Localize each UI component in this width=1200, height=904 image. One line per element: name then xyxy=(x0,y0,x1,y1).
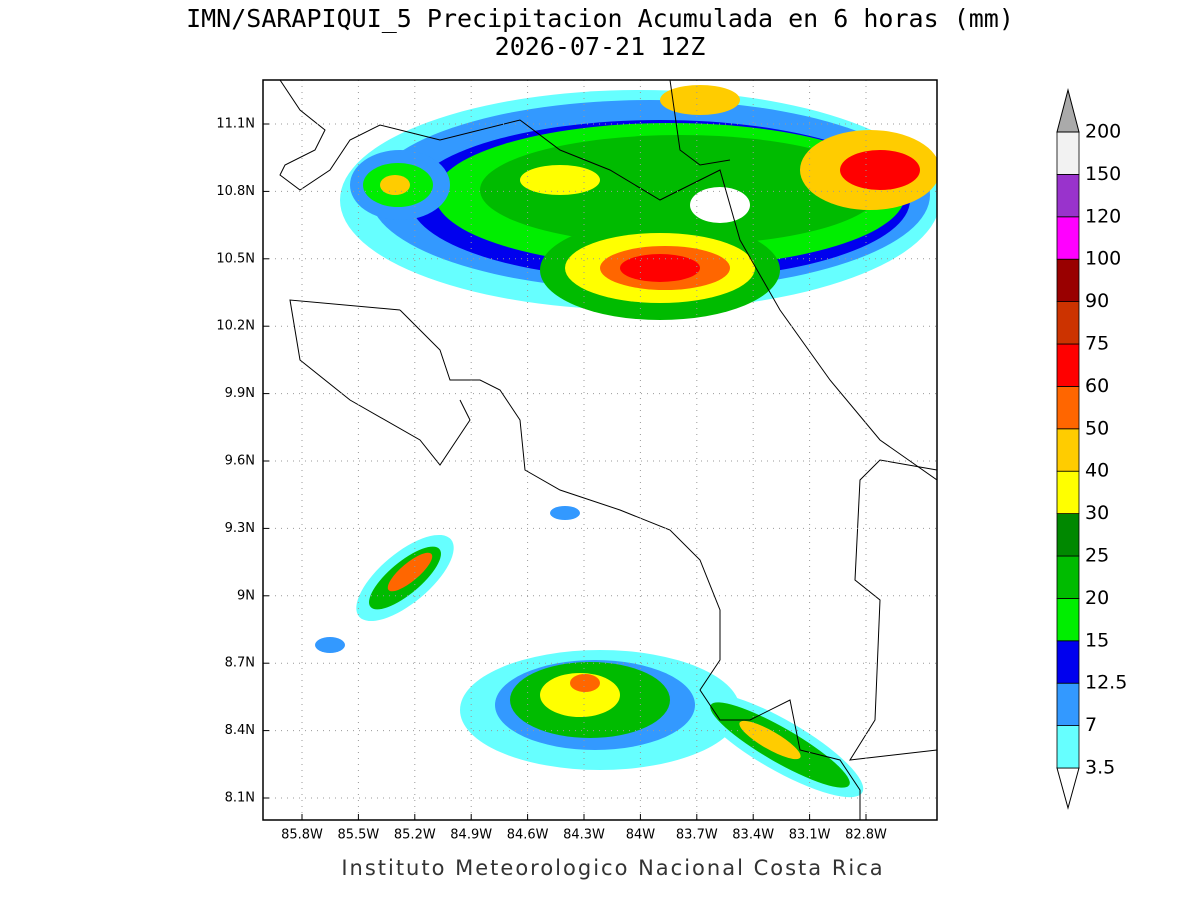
colorbar-segment xyxy=(1056,343,1080,387)
colorbar-over xyxy=(1056,88,1080,133)
lon-label: 84.6W xyxy=(507,828,549,843)
colorbar-segment xyxy=(1056,216,1080,260)
lon-label: 83.7W xyxy=(676,828,718,843)
lat-label: 8.4N xyxy=(225,723,255,738)
colorbar-label: 12.5 xyxy=(1085,672,1127,694)
lat-label: 8.7N xyxy=(225,656,255,671)
lon-label: 82.8W xyxy=(845,828,887,843)
colorbar-segment xyxy=(1056,640,1080,684)
lat-label: 8.1N xyxy=(225,791,255,806)
colorbar-label: 30 xyxy=(1085,502,1109,524)
lon-label: 85.2W xyxy=(394,828,436,843)
colorbar-label: 50 xyxy=(1085,417,1109,439)
colorbar-segment xyxy=(1056,725,1080,769)
lon-label: 83.1W xyxy=(789,828,831,843)
colorbar-label: 3.5 xyxy=(1085,757,1115,779)
colorbar-label: 20 xyxy=(1085,587,1109,609)
colorbar-label: 200 xyxy=(1085,121,1121,143)
lon-label: 85.8W xyxy=(281,828,323,843)
lon-label: 85.5W xyxy=(337,828,379,843)
colorbar-segment xyxy=(1056,385,1080,430)
colorbar-segment xyxy=(1056,301,1080,345)
lon-label: 84W xyxy=(626,828,656,843)
colorbar-segment xyxy=(1056,131,1080,175)
colorbar-segment xyxy=(1056,555,1080,599)
colorbar-label: 25 xyxy=(1085,545,1109,567)
colorbar-segment xyxy=(1056,598,1080,642)
colorbar-label: 150 xyxy=(1085,163,1121,185)
colorbar-segment xyxy=(1056,470,1080,515)
lat-label: 9.3N xyxy=(225,521,255,536)
colorbar-segment xyxy=(1056,513,1080,557)
graticule: 11.1N 10.8N 10.5N 10.2N 9.9N 9.6N 9.3N 9N 8.7N 8.… xyxy=(216,80,937,843)
map: 11.1N 10.8N 10.5N 10.2N 9.9N 9.6N 9.3N 9N 8.7N 8.… xyxy=(216,79,938,843)
colorbar-segment xyxy=(1056,682,1080,727)
lat-label: 9.9N xyxy=(225,386,255,401)
colorbar-segment xyxy=(1056,173,1080,218)
colorbar-label: 15 xyxy=(1085,629,1109,651)
lon-label: 84.9W xyxy=(450,828,492,843)
colorbar: 3.5 7 12.5 15 20 25 30 40 50 60 75 90 100 120 150 200 xyxy=(1056,88,1127,810)
lat-label: 10.8N xyxy=(216,184,255,199)
colorbar-label: 120 xyxy=(1085,205,1121,227)
colorbar-segment xyxy=(1056,428,1080,472)
colorbar-under xyxy=(1056,767,1080,810)
lat-label: 10.5N xyxy=(216,251,255,266)
colorbar-label: 7 xyxy=(1085,714,1097,736)
precip-field xyxy=(279,80,937,820)
lat-label: 11.1N xyxy=(216,117,255,132)
colorbar-label: 90 xyxy=(1085,290,1109,312)
colorbar-label: 40 xyxy=(1085,460,1109,482)
lat-label: 10.2N xyxy=(216,319,255,334)
lon-label: 84.3W xyxy=(563,828,605,843)
subtitle: 2026-07-21 12Z xyxy=(495,32,706,61)
colorbar-label: 100 xyxy=(1085,248,1121,270)
colorbar-label: 60 xyxy=(1085,375,1109,397)
footer: Instituto Meteorologico Nacional Costa R… xyxy=(341,856,884,880)
colorbar-label: 75 xyxy=(1085,333,1109,355)
lat-label: 9N xyxy=(237,588,255,603)
map-frame xyxy=(262,79,938,821)
colorbar-segment xyxy=(1056,258,1080,303)
lon-label: 83.4W xyxy=(732,828,774,843)
title: IMN/SARAPIQUI_5 Precipitacion Acumulada … xyxy=(186,4,1014,33)
lat-label: 9.6N xyxy=(225,454,255,469)
